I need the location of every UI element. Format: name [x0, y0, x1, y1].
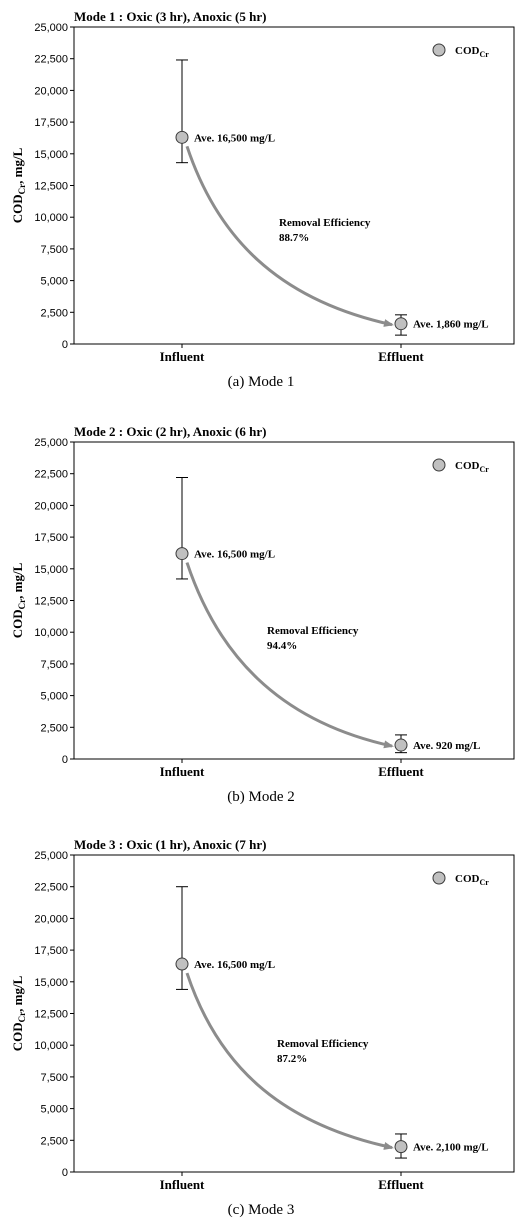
influent-average-label: Ave. 16,500 mg/L: [194, 959, 275, 971]
plot-frame: [73, 26, 515, 345]
figure-caption: (b) Mode 2: [227, 789, 295, 805]
y-tick-label: 0: [62, 754, 68, 766]
removal-arrow: [185, 145, 394, 327]
y-tick-label: 25,000: [34, 437, 68, 449]
y-tick-label: 22,500: [34, 54, 68, 66]
y-tick-label: 20,000: [34, 85, 68, 97]
y-tick-label: 10,000: [34, 627, 68, 639]
legend-label: CODCr: [455, 460, 489, 474]
influent-average-label: Ave. 16,500 mg/L: [194, 132, 275, 144]
y-axis-label: CODCr, mg/L: [10, 147, 27, 223]
influent-average-label: Ave. 16,500 mg/L: [194, 549, 275, 561]
effluent-average-label: Ave. 2,100 mg/L: [413, 1142, 489, 1154]
y-tick-label: 22,500: [34, 882, 68, 894]
y-tick-label: 7,500: [40, 659, 68, 671]
data-point: [394, 738, 408, 752]
charts-group: Mode 1 : Oxic (3 hr), Anoxic (5 hr) 0 2,50…: [10, 9, 515, 1218]
y-tick-label: 7,500: [40, 1072, 68, 1084]
y-tick-label: 0: [62, 339, 68, 351]
legend-label: CODCr: [455, 873, 489, 887]
y-tick-label: 12,500: [34, 596, 68, 608]
chart-title: Mode 1 : Oxic (3 hr), Anoxic (5 hr): [74, 9, 266, 24]
data-point: [175, 957, 189, 971]
y-tick-label: 25,000: [34, 22, 68, 34]
y-tick-label: 10,000: [34, 1040, 68, 1052]
figure-caption: (a) Mode 1: [228, 374, 295, 390]
y-tick-label: 10,000: [34, 212, 68, 224]
x-category-label: Effluent: [378, 349, 424, 364]
removal-arrow: [185, 972, 394, 1150]
y-tick-label: 22,500: [34, 469, 68, 481]
y-tick-label: 15,000: [34, 564, 68, 576]
removal-efficiency-label: Removal Efficiency: [267, 625, 359, 637]
y-tick-label: 12,500: [34, 1009, 68, 1021]
y-axis-label: CODCr, mg/L: [10, 975, 27, 1051]
legend-marker: [432, 871, 446, 885]
x-category-label: Influent: [160, 764, 205, 779]
chart-title: Mode 2 : Oxic (2 hr), Anoxic (6 hr): [74, 424, 266, 439]
x-category-label: Influent: [160, 1177, 205, 1192]
plot-frame: [73, 441, 515, 760]
effluent-average-label: Ave. 1,860 mg/L: [413, 319, 489, 331]
removal-efficiency-value: 88.7%: [279, 232, 309, 244]
effluent-average-label: Ave. 920 mg/L: [413, 740, 480, 752]
chart-panel-2: Mode 2 : Oxic (2 hr), Anoxic (6 hr) 0 2,50…: [10, 424, 515, 805]
y-tick-label: 17,500: [34, 945, 68, 957]
y-tick-label: 12,500: [34, 181, 68, 193]
legend-marker: [432, 43, 446, 57]
chart-title: Mode 3 : Oxic (1 hr), Anoxic (7 hr): [74, 837, 266, 852]
legend-label: CODCr: [455, 45, 489, 59]
y-tick-label: 5,000: [40, 1104, 68, 1116]
chart-panel-1: Mode 1 : Oxic (3 hr), Anoxic (5 hr) 0 2,50…: [10, 9, 515, 390]
y-axis-label: CODCr, mg/L: [10, 562, 27, 638]
y-tick-label: 7,500: [40, 244, 68, 256]
y-tick-label: 25,000: [34, 850, 68, 862]
removal-efficiency-value: 94.4%: [267, 640, 297, 652]
x-category-label: Effluent: [378, 1177, 424, 1192]
x-category-label: Influent: [160, 349, 205, 364]
plot-frame: [73, 854, 515, 1173]
data-point: [394, 317, 408, 331]
removal-efficiency-label: Removal Efficiency: [277, 1038, 369, 1050]
data-point: [175, 547, 189, 561]
y-tick-label: 20,000: [34, 500, 68, 512]
data-point: [394, 1140, 408, 1154]
removal-efficiency-value: 87.2%: [277, 1053, 307, 1065]
removal-arrow: [185, 562, 394, 749]
y-tick-label: 15,000: [34, 977, 68, 989]
x-category-label: Effluent: [378, 764, 424, 779]
y-tick-label: 17,500: [34, 117, 68, 129]
y-tick-label: 5,000: [40, 691, 68, 703]
y-tick-label: 2,500: [40, 1135, 68, 1147]
y-tick-label: 5,000: [40, 276, 68, 288]
y-tick-label: 17,500: [34, 532, 68, 544]
data-point: [175, 130, 189, 144]
y-tick-label: 0: [62, 1167, 68, 1179]
chart-panel-3: Mode 3 : Oxic (1 hr), Anoxic (7 hr) 0 2,50…: [10, 837, 515, 1218]
y-tick-label: 20,000: [34, 913, 68, 925]
figure-caption: (c) Mode 3: [228, 1202, 295, 1218]
y-tick-label: 15,000: [34, 149, 68, 161]
removal-efficiency-label: Removal Efficiency: [279, 217, 371, 229]
y-tick-label: 2,500: [40, 307, 68, 319]
legend-marker: [432, 458, 446, 472]
y-tick-label: 2,500: [40, 722, 68, 734]
